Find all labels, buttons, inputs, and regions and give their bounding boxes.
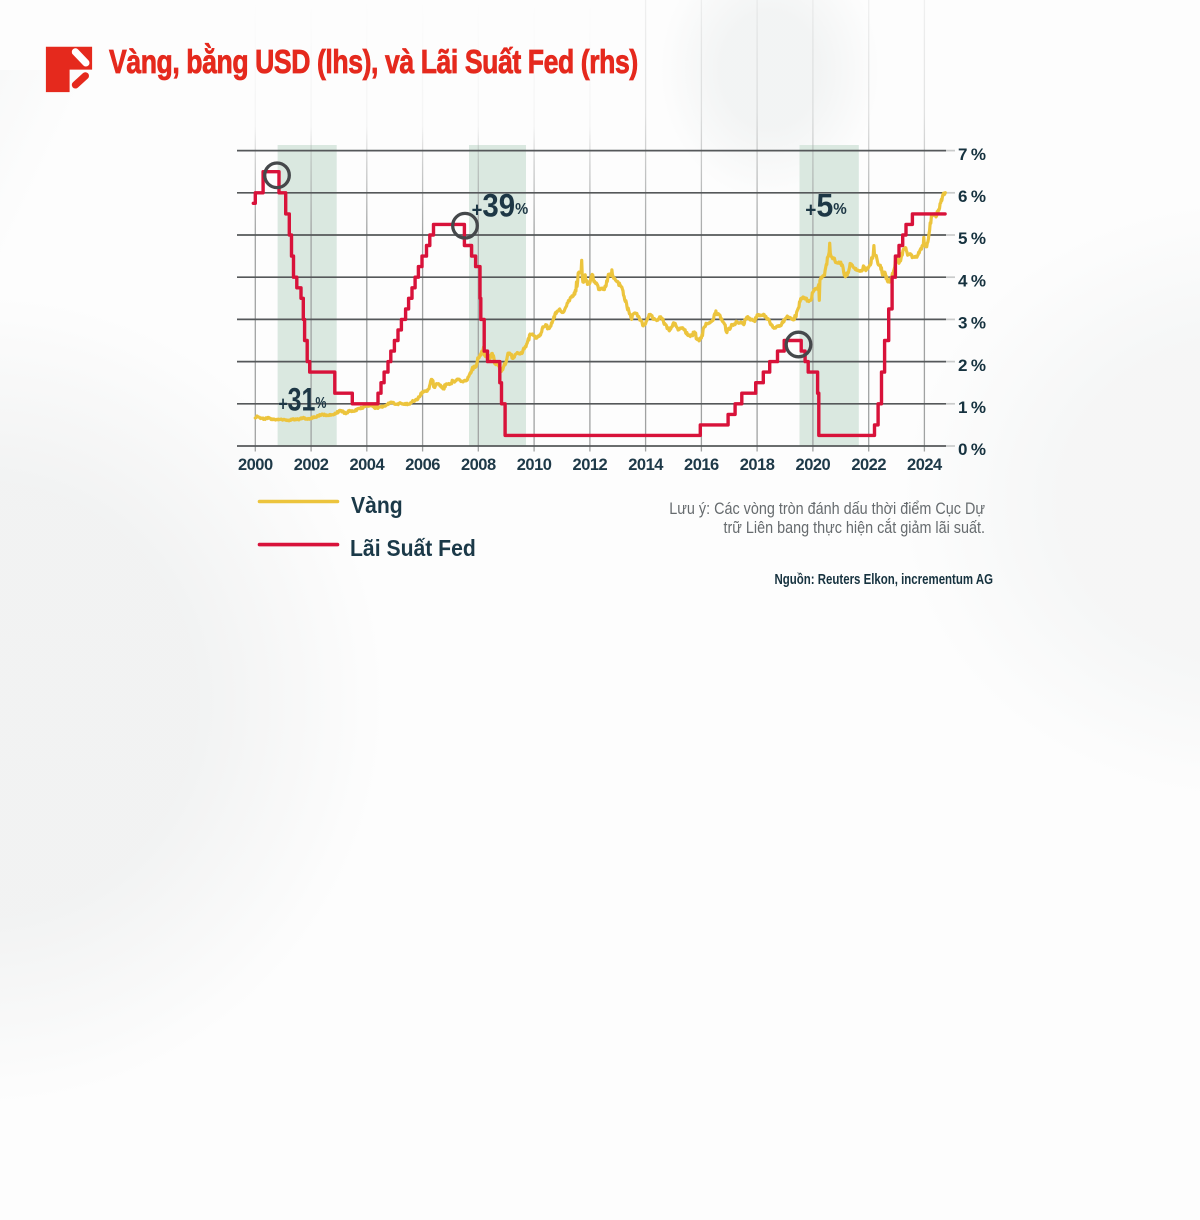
- svg-text:+31%: +31%: [279, 383, 327, 419]
- svg-text:2002: 2002: [294, 456, 329, 474]
- svg-text:5 %: 5 %: [958, 229, 986, 248]
- svg-text:2004: 2004: [349, 456, 385, 474]
- svg-text:2024: 2024: [907, 456, 943, 474]
- svg-text:2016: 2016: [684, 456, 719, 474]
- svg-text:2014: 2014: [628, 456, 664, 474]
- svg-text:1 %: 1 %: [958, 398, 986, 417]
- svg-text:2018: 2018: [740, 456, 775, 474]
- svg-text:2000: 2000: [238, 456, 273, 474]
- svg-text:2006: 2006: [405, 456, 440, 474]
- svg-text:2012: 2012: [573, 456, 608, 474]
- svg-text:2008: 2008: [461, 456, 496, 474]
- svg-text:6 %: 6 %: [958, 187, 986, 206]
- svg-text:2020: 2020: [796, 456, 831, 474]
- svg-text:2 %: 2 %: [958, 356, 986, 375]
- svg-text:0 %: 0 %: [958, 440, 986, 459]
- svg-text:4 %: 4 %: [958, 271, 986, 290]
- svg-text:3 %: 3 %: [958, 314, 986, 333]
- svg-text:2022: 2022: [851, 456, 886, 474]
- svg-text:7 %: 7 %: [958, 145, 986, 164]
- svg-text:2010: 2010: [517, 456, 552, 474]
